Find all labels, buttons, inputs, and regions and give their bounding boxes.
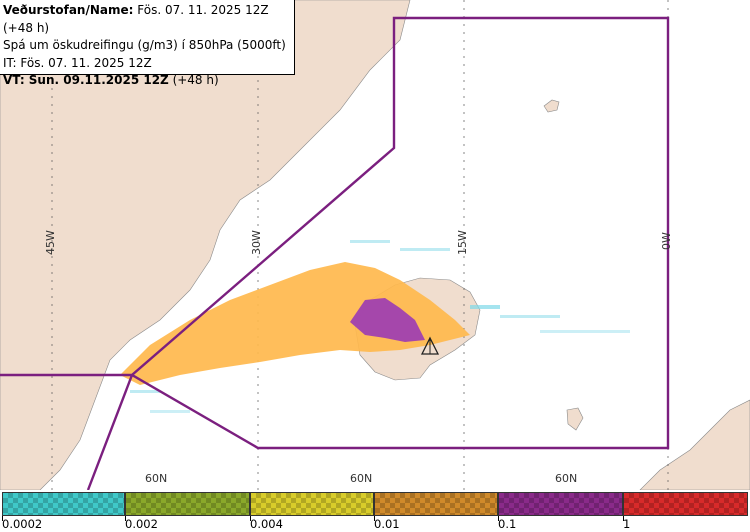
legend-tick — [623, 516, 624, 521]
info-line-product: Spá um öskudreifingu (g/m3) í 850hPa (50… — [3, 38, 286, 52]
ash-speckles — [130, 240, 630, 413]
lat-label-60n-c: 60N — [555, 472, 577, 485]
legend-label-3: 0.004 — [250, 517, 283, 531]
legend-label-5: 0.1 — [498, 517, 517, 531]
small-island-north — [543, 99, 560, 113]
legend-label-1: 0.0002 — [2, 517, 43, 531]
lat-label-60n-b: 60N — [350, 472, 372, 485]
legend-label-2: 0.002 — [125, 517, 158, 531]
legend-label-6: 1 — [623, 517, 631, 531]
valid-time-label: VT: Sun. 09.11.2025 12Z — [3, 73, 169, 87]
lat-label-60n-a: 60N — [145, 472, 167, 485]
legend-swatch-3 — [250, 492, 374, 516]
issuer-label: Veðurstofan/Name: — [3, 3, 134, 17]
forecast-info-box: Veðurstofan/Name: Fös. 07. 11. 2025 12Z … — [0, 0, 295, 87]
ash-plume-low — [120, 262, 470, 385]
legend-tick — [374, 516, 375, 521]
faroe-islands — [566, 407, 584, 431]
volcano-marker-icon — [420, 336, 440, 355]
info-line-valid-time: VT: Sun. 09.11.2025 12Z (+48 h) — [3, 72, 294, 90]
legend-tick — [2, 516, 3, 521]
concentration-legend: 0.0002 0.002 0.004 0.01 0.1 1 — [0, 490, 750, 532]
lon-label-45w: 45W — [44, 230, 57, 255]
lon-label-15w: 15W — [456, 230, 469, 255]
legend-swatch-5 — [498, 492, 623, 516]
legend-tick — [498, 516, 499, 521]
valid-time-lead: (+48 h) — [168, 73, 219, 87]
lon-label-30w: 30W — [250, 230, 263, 255]
scandinavia-landmass — [639, 399, 750, 490]
ash-plume-high — [350, 298, 425, 342]
legend-swatch-6 — [623, 492, 748, 516]
issuer-time: Fös. 07. 11. 2025 12Z (+48 h) — [3, 3, 269, 35]
lon-label-0w: 0W — [660, 232, 673, 250]
legend-swatch-4 — [374, 492, 498, 516]
legend-swatch-2 — [125, 492, 250, 516]
greenland-landmass — [0, 0, 411, 490]
info-line-issue-time: IT: Fös. 07. 11. 2025 12Z — [3, 55, 152, 70]
legend-label-4: 0.01 — [374, 517, 400, 531]
fir-boundary — [0, 16, 670, 490]
legend-tick — [250, 516, 251, 521]
legend-tick — [125, 516, 126, 521]
info-line-issuer: Veðurstofan/Name: Fös. 07. 11. 2025 12Z … — [3, 2, 294, 37]
map-canvas: 45W 30W 15W 0W 60N 60N 60N — [0, 0, 750, 490]
legend-swatch-1 — [2, 492, 125, 516]
